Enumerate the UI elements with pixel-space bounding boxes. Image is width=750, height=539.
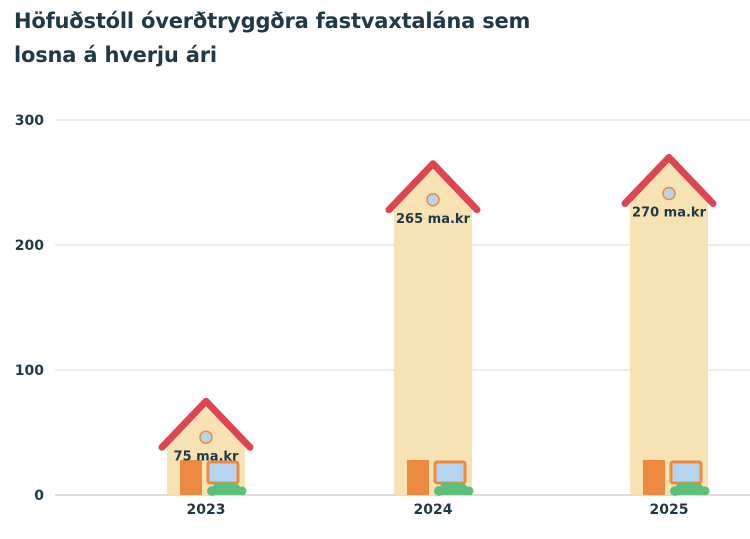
y-tick-label: 300: [15, 113, 44, 129]
x-axis-ticks: 2023 2024 2025: [187, 502, 689, 518]
bush-base: [436, 489, 472, 495]
roof: [621, 154, 717, 207]
data-label: 265 ma.kr: [396, 212, 471, 227]
house-bar: 265 ma.kr: [385, 160, 481, 496]
y-tick-label: 0: [34, 488, 44, 504]
y-axis-ticks: 0 100 200 300: [15, 113, 44, 504]
bush-base: [209, 489, 245, 495]
door: [407, 460, 429, 495]
chart-title: Höfuðstóll óverðtryggðra fastvaxtalána s…: [14, 4, 734, 72]
attic-window: [662, 186, 676, 201]
bush: [434, 482, 474, 496]
house-bar: 75 ma.kr: [158, 397, 254, 496]
attic-window: [199, 430, 213, 444]
attic-window: [426, 193, 440, 207]
bush: [207, 482, 247, 496]
y-tick-label: 100: [15, 363, 44, 379]
bar-body: [630, 194, 708, 495]
bush-base: [672, 489, 708, 495]
house-bar: 270 ma.kr: [621, 154, 717, 496]
door: [643, 460, 665, 495]
bush: [670, 482, 710, 496]
data-label: 75 ma.kr: [174, 449, 240, 464]
chart-title-line-2: losna á hverju ári: [14, 43, 217, 67]
window: [206, 460, 240, 485]
window: [669, 460, 703, 485]
roof-fill: [394, 169, 472, 207]
bar-body: [394, 200, 472, 495]
x-tick-label: 2024: [414, 502, 453, 518]
y-tick-label: 200: [15, 238, 44, 254]
x-tick-label: 2023: [187, 502, 226, 518]
bars: 75 ma.kr 265 ma.kr 270 ma.kr: [158, 154, 717, 496]
roof: [158, 397, 254, 451]
door: [180, 460, 202, 495]
roof-fill: [167, 407, 245, 445]
window: [433, 460, 467, 485]
chart-title-line-1: Höfuðstóll óverðtryggðra fastvaxtalána s…: [14, 9, 531, 33]
x-tick-label: 2025: [650, 502, 689, 518]
roof-fill: [630, 163, 708, 201]
roof: [385, 160, 481, 214]
data-label: 270 ma.kr: [632, 206, 707, 221]
